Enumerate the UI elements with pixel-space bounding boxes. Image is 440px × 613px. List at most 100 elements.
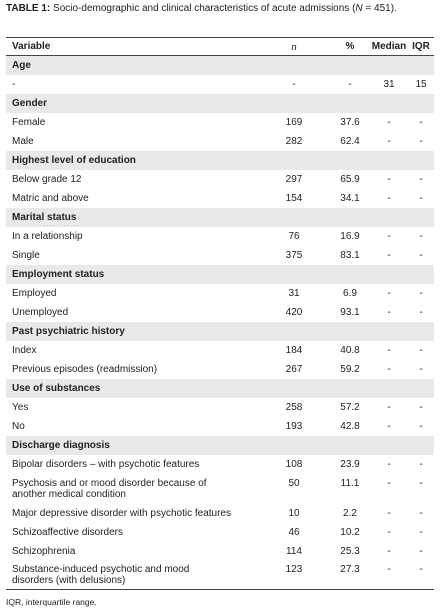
- row-percent: 16.9: [340, 231, 360, 242]
- table-row-relationship: In a relationship 76 16.9 - -: [6, 227, 434, 246]
- row-n: 123: [285, 564, 303, 575]
- row-median: -: [387, 478, 391, 489]
- row-n: 154: [285, 193, 303, 204]
- row-label-line-2: disorders (with delusions): [12, 575, 126, 586]
- row-label: Schizoaffective disorders: [12, 527, 123, 538]
- row-label: Previous episodes (readmission): [12, 364, 158, 375]
- table-row-below-grade-12: Below grade 12 297 65.9 - -: [6, 170, 434, 189]
- table-row-age: - - - 31 15: [6, 75, 434, 94]
- row-median: -: [387, 564, 391, 575]
- row-iqr: -: [419, 421, 423, 432]
- row-median: -: [387, 117, 391, 128]
- table-top-rule: [6, 37, 434, 38]
- row-n: 420: [285, 307, 303, 318]
- table-row-index: Index 184 40.8 - -: [6, 341, 434, 360]
- row-label: Matric and above: [12, 193, 89, 204]
- row-iqr: -: [419, 478, 423, 489]
- table-row-psychosis-medical: Psychosis and or mood disorder because o…: [6, 474, 434, 504]
- section-label: Highest level of education: [12, 155, 136, 166]
- row-label: Employed: [12, 288, 57, 299]
- row-median: -: [387, 174, 391, 185]
- table-row-previous-episodes: Previous episodes (readmission) 267 59.2…: [6, 360, 434, 379]
- row-percent: 27.3: [340, 564, 360, 575]
- header-median: Median: [371, 41, 407, 52]
- row-n: 50: [288, 478, 300, 489]
- section-marital: Marital status: [6, 208, 434, 227]
- row-label: Psychosis and or mood disorder because o…: [12, 474, 270, 504]
- caption-text-end: = 451).: [362, 3, 397, 14]
- row-percent: 65.9: [340, 174, 360, 185]
- row-label: Index: [12, 345, 37, 356]
- row-percent: 2.2: [343, 508, 357, 519]
- header-rule: [6, 55, 434, 56]
- row-iqr: -: [419, 193, 423, 204]
- table-row-employed: Employed 31 6.9 - -: [6, 284, 434, 303]
- row-label: In a relationship: [12, 231, 83, 242]
- caption-n-symbol: N: [355, 3, 363, 14]
- row-iqr: -: [419, 402, 423, 413]
- row-iqr: -: [419, 307, 423, 318]
- row-median: -: [387, 136, 391, 147]
- table-row-yes: Yes 258 57.2 - -: [6, 398, 434, 417]
- row-n: 114: [286, 546, 302, 557]
- table-row-mdd: Major depressive disorder with psychotic…: [6, 504, 434, 523]
- row-label-line-1: Substance-induced psychotic and mood: [12, 564, 190, 575]
- row-iqr: -: [419, 546, 423, 557]
- row-median: -: [387, 193, 391, 204]
- row-n: 282: [285, 136, 303, 147]
- row-median: -: [387, 250, 391, 261]
- row-iqr: -: [419, 174, 423, 185]
- table-bottom-rule: [6, 589, 434, 590]
- table-row-schizophrenia: Schizophrenia 114 25.3 - -: [6, 542, 434, 561]
- row-n: 375: [285, 250, 303, 261]
- row-n: 297: [285, 174, 303, 185]
- row-iqr: -: [419, 527, 423, 538]
- row-percent: 10.2: [340, 527, 360, 538]
- row-label: No: [12, 421, 25, 432]
- table-row-unemployed: Unemployed 420 93.1 - -: [6, 303, 434, 322]
- row-label: -: [12, 79, 16, 90]
- row-median: -: [387, 421, 391, 432]
- row-median: -: [387, 231, 391, 242]
- row-n: 46: [288, 527, 300, 538]
- row-iqr: -: [419, 250, 423, 261]
- row-percent: 93.1: [340, 307, 360, 318]
- section-label: Discharge diagnosis: [12, 440, 110, 451]
- row-iqr: -: [419, 508, 423, 519]
- header-percent: %: [345, 41, 355, 52]
- caption-text: Socio-demographic and clinical character…: [53, 3, 356, 14]
- table-row-single: Single 375 83.1 - -: [6, 246, 434, 265]
- table-row-female: Female 169 37.6 - -: [6, 113, 434, 132]
- section-label: Gender: [12, 98, 48, 109]
- row-n: -: [292, 79, 296, 90]
- table-label: TABLE 1:: [6, 3, 51, 14]
- section-discharge: Discharge diagnosis: [6, 436, 434, 455]
- table-row-male: Male 282 62.4 - -: [6, 132, 434, 151]
- header-iqr: IQR: [412, 41, 430, 52]
- header-row: Variable n % Median IQR: [6, 38, 434, 55]
- row-n: 169: [285, 117, 303, 128]
- row-percent: 59.2: [340, 364, 360, 375]
- row-iqr: -: [419, 459, 423, 470]
- table-row-substance-induced: Substance-induced psychotic and mood dis…: [6, 561, 434, 589]
- row-median: -: [387, 508, 391, 519]
- row-iqr: -: [419, 564, 423, 575]
- row-n: 76: [288, 231, 300, 242]
- section-label: Age: [12, 60, 31, 71]
- row-label-line-2: another medical condition: [12, 489, 126, 500]
- table-row-schizoaffective: Schizoaffective disorders 46 10.2 - -: [6, 523, 434, 542]
- row-label: Bipolar disorders – with psychotic featu…: [12, 459, 200, 470]
- row-percent: -: [348, 79, 352, 90]
- row-n: 31: [288, 288, 300, 299]
- row-percent: 34.1: [340, 193, 360, 204]
- row-iqr: 15: [415, 79, 427, 90]
- row-percent: 23.9: [340, 459, 360, 470]
- section-substances: Use of substances: [6, 379, 434, 398]
- table-row-no: No 193 42.8 - -: [6, 417, 434, 436]
- section-label: Past psychiatric history: [12, 326, 125, 337]
- table-row-matric: Matric and above 154 34.1 - -: [6, 189, 434, 208]
- row-median: -: [387, 527, 391, 538]
- section-label: Use of substances: [12, 383, 101, 394]
- section-label: Employment status: [12, 269, 105, 280]
- row-n: 267: [285, 364, 303, 375]
